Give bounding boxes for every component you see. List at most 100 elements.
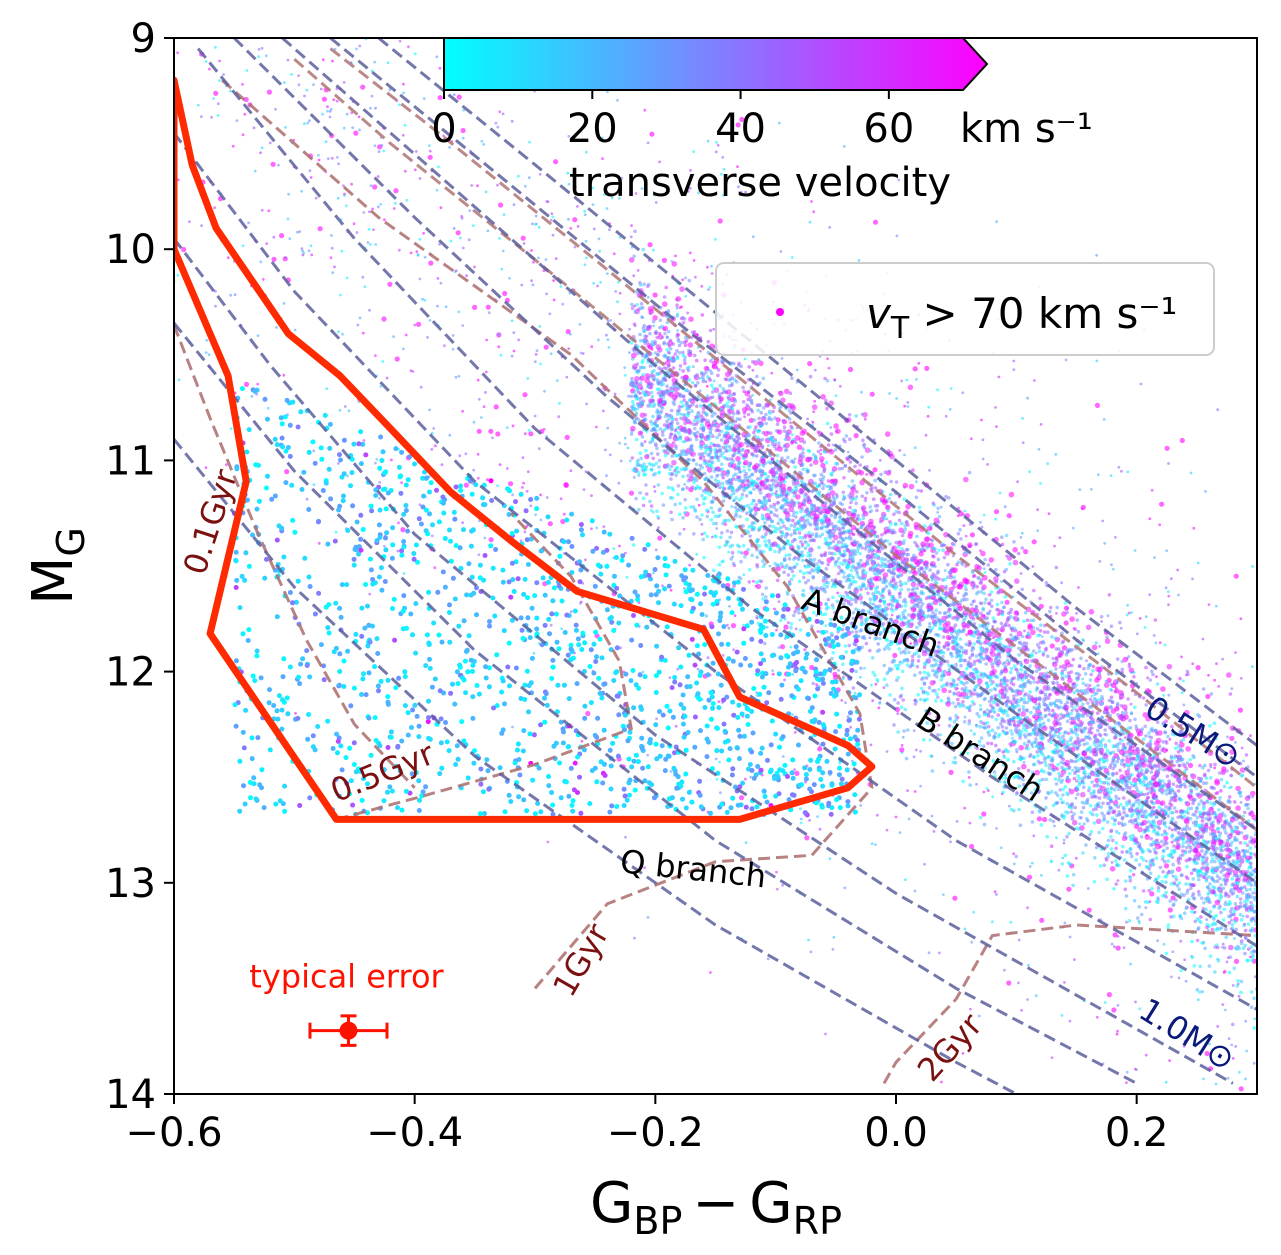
background-star [511, 725, 514, 729]
band-star [1174, 877, 1179, 882]
background-star [813, 368, 817, 372]
band-star [1068, 716, 1073, 721]
background-star [602, 193, 606, 197]
background-star [1031, 539, 1037, 545]
background-star [634, 192, 638, 195]
band-star [1121, 844, 1125, 849]
background-star [625, 575, 629, 579]
background-star [1207, 735, 1211, 738]
background-star [584, 239, 588, 243]
background-star [924, 365, 930, 371]
background-star [1011, 736, 1014, 740]
background-star [484, 190, 488, 194]
band-star [1109, 866, 1116, 872]
background-star [818, 827, 822, 831]
band-star [1112, 822, 1117, 827]
background-star [826, 357, 829, 361]
background-star [714, 757, 718, 761]
background-star [681, 278, 684, 282]
background-star [863, 666, 866, 670]
background-star [898, 831, 902, 834]
background-star [1233, 937, 1236, 940]
background-star [181, 246, 187, 253]
band-star [694, 358, 699, 363]
band-star [967, 643, 971, 647]
background-star [1109, 474, 1113, 477]
band-star [648, 440, 652, 445]
band-star [1004, 709, 1009, 714]
background-star [1012, 862, 1016, 866]
background-star [637, 430, 644, 436]
background-star [1106, 614, 1110, 618]
band-star [972, 702, 976, 706]
band-star [1161, 740, 1165, 744]
band-star [1079, 810, 1084, 814]
background-star [428, 260, 434, 266]
background-star [1019, 536, 1023, 539]
background-star [595, 425, 598, 429]
background-star [899, 747, 905, 753]
background-star [1191, 577, 1194, 581]
background-star [706, 265, 709, 269]
background-star [549, 623, 553, 627]
background-star [709, 971, 712, 974]
background-star [647, 242, 653, 248]
band-star [1005, 658, 1010, 663]
background-star [1110, 563, 1113, 567]
background-star [309, 176, 313, 179]
background-star [1040, 874, 1043, 877]
background-star [991, 920, 994, 924]
band-star [1142, 779, 1146, 784]
band-star [1151, 672, 1155, 677]
band-star [989, 696, 993, 700]
band-star [642, 472, 646, 477]
background-star [968, 821, 972, 825]
background-star [913, 446, 917, 450]
band-star [883, 557, 888, 562]
background-star [407, 45, 410, 49]
band-star [1081, 851, 1085, 855]
background-star [688, 563, 691, 567]
band-star [889, 479, 893, 484]
background-star [1031, 565, 1035, 568]
background-star [963, 715, 967, 719]
background-star [606, 90, 609, 94]
background-star [1154, 641, 1158, 645]
background-star [652, 292, 658, 298]
background-star [1127, 611, 1131, 615]
background-star [937, 723, 941, 727]
background-star [704, 380, 708, 384]
background-star [676, 329, 679, 332]
background-star [343, 194, 346, 197]
band-star [709, 441, 714, 446]
background-star [314, 196, 318, 200]
background-star [906, 405, 910, 408]
band-star [1140, 727, 1144, 731]
background-star [1095, 359, 1099, 363]
background-star [892, 652, 898, 659]
background-star [793, 731, 797, 734]
band-star [1091, 644, 1098, 651]
background-star [493, 404, 499, 410]
band-star [1195, 938, 1200, 943]
band-star [798, 628, 803, 632]
background-star [530, 249, 533, 252]
band-star [1084, 843, 1088, 847]
background-star [576, 225, 580, 228]
band-star [1202, 773, 1207, 778]
background-star [176, 273, 180, 277]
band-star [1108, 765, 1112, 770]
background-star [1138, 617, 1142, 620]
background-star [1095, 253, 1098, 257]
background-star [266, 89, 272, 95]
background-star [641, 670, 645, 674]
background-star [1195, 665, 1201, 671]
background-star [403, 123, 407, 127]
band-star [1177, 887, 1181, 891]
background-star [643, 440, 647, 443]
band-star [748, 534, 752, 538]
band-star [737, 498, 742, 502]
background-star [378, 496, 381, 500]
background-star [1020, 1009, 1023, 1012]
band-star [811, 681, 816, 686]
